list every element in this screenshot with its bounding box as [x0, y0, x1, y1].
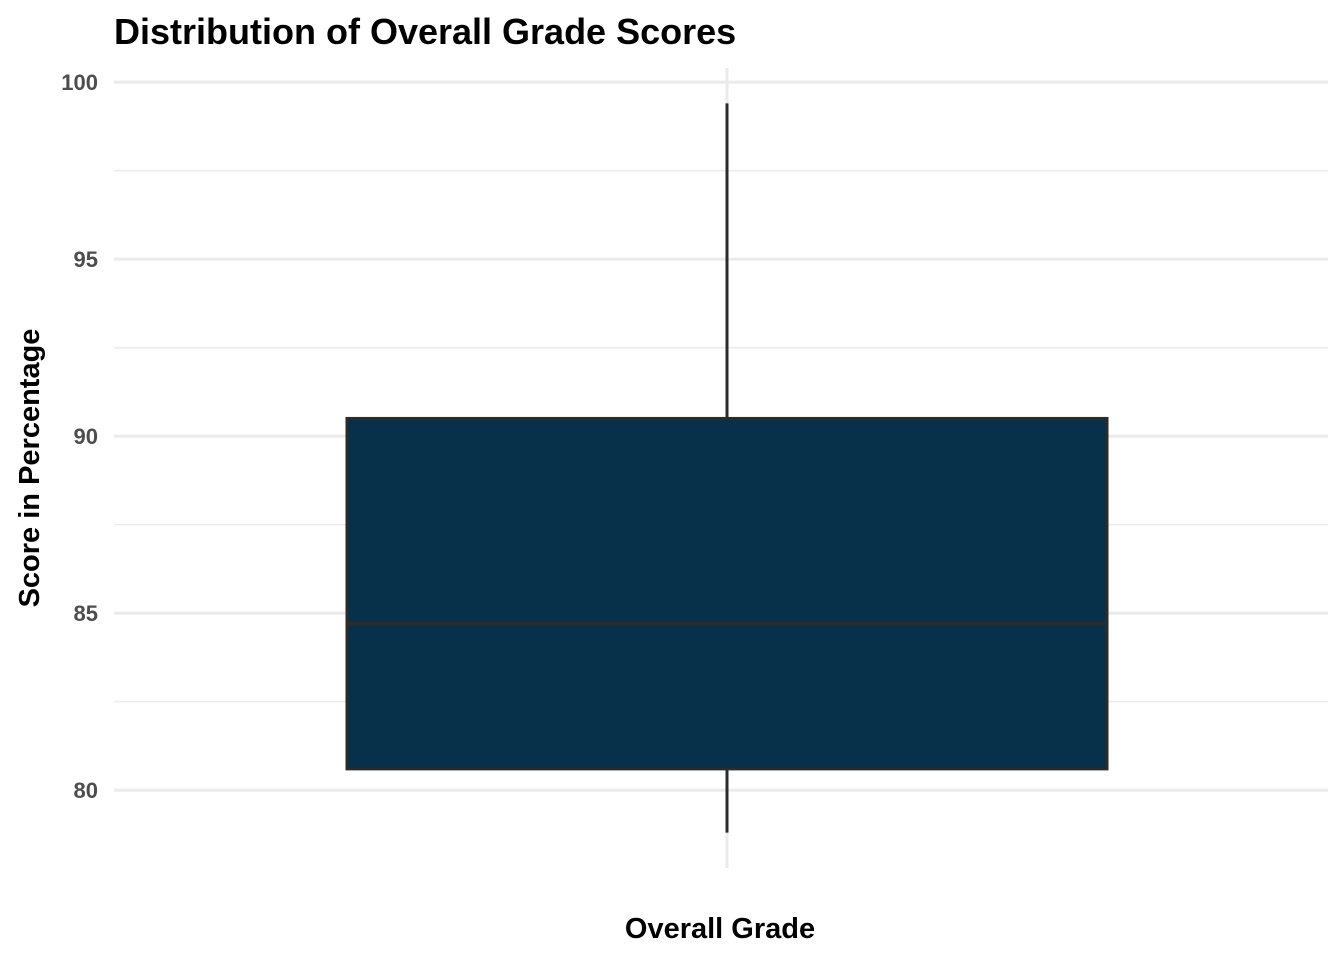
- y-tick-label: 85: [74, 601, 98, 626]
- y-tick-label: 80: [74, 778, 98, 803]
- y-tick-label: 95: [74, 247, 98, 272]
- y-axis-title: Score in Percentage: [14, 329, 46, 608]
- x-axis-title: Overall Grade: [625, 913, 815, 945]
- box-iqr: [345, 416, 1109, 771]
- y-tick-label: 100: [61, 70, 98, 95]
- y-tick-label: 90: [74, 424, 98, 449]
- y-tick-labels: 80 85 90 95 100: [61, 70, 98, 803]
- chart-title: Distribution of Overall Grade Scores: [114, 11, 736, 52]
- plot-layer: [345, 103, 1109, 833]
